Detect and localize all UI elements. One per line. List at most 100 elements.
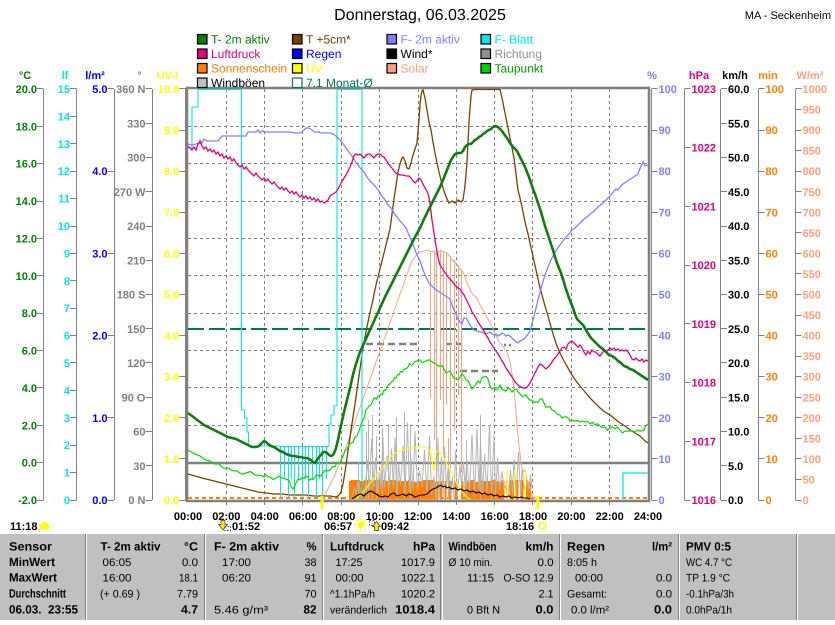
svg-text:300: 300 <box>803 372 821 384</box>
svg-text:1021: 1021 <box>692 201 716 213</box>
svg-text:15: 15 <box>58 84 70 96</box>
svg-text:45.0: 45.0 <box>728 187 749 199</box>
svg-text:°C: °C <box>184 540 198 554</box>
svg-text:00:00: 00:00 <box>575 573 603 585</box>
svg-text:Richtung: Richtung <box>495 47 542 61</box>
svg-text:1019: 1019 <box>692 319 716 331</box>
svg-text:18.0: 18.0 <box>16 121 37 133</box>
svg-text:1023: 1023 <box>692 84 716 96</box>
svg-text:(+ 0.69 ): (+ 0.69 ) <box>100 589 140 601</box>
svg-text:hPa: hPa <box>689 70 710 82</box>
svg-text:°: ° <box>137 70 141 82</box>
svg-text:40: 40 <box>766 331 778 343</box>
svg-text:360 N: 360 N <box>116 84 145 96</box>
svg-text:04:00: 04:00 <box>251 511 279 523</box>
svg-text:150: 150 <box>127 324 145 336</box>
svg-text:270 W: 270 W <box>114 187 146 199</box>
svg-text:0: 0 <box>803 495 809 507</box>
svg-text:Sonnenschein: Sonnenschein <box>211 62 287 76</box>
svg-text:70: 70 <box>766 207 778 219</box>
svg-text:0.0: 0.0 <box>656 573 672 585</box>
svg-text:14: 14 <box>58 111 71 123</box>
svg-text:02:00: 02:00 <box>212 511 240 523</box>
svg-text:4.0: 4.0 <box>92 166 107 178</box>
svg-text:70: 70 <box>659 207 671 219</box>
svg-text:300: 300 <box>127 153 145 165</box>
svg-text:T- 2m aktiv: T- 2m aktiv <box>211 33 270 47</box>
svg-text:lf: lf <box>62 70 69 82</box>
svg-text:Windböen: Windböen <box>449 540 497 554</box>
svg-text:11: 11 <box>58 194 70 206</box>
svg-text:MA - Seckenheim: MA - Seckenheim <box>745 10 831 22</box>
svg-text:20:00: 20:00 <box>557 511 585 523</box>
svg-text:0.0: 0.0 <box>182 557 198 569</box>
svg-text:10: 10 <box>766 454 778 466</box>
svg-text:40.0: 40.0 <box>728 221 749 233</box>
svg-text:1020.2: 1020.2 <box>401 589 435 601</box>
svg-text:850: 850 <box>803 146 821 158</box>
svg-text:12: 12 <box>58 166 70 178</box>
svg-text:5.46 g/m³: 5.46 g/m³ <box>214 605 268 617</box>
svg-text:%: % <box>647 70 657 82</box>
svg-text:km/h: km/h <box>526 540 554 554</box>
svg-text:9.0: 9.0 <box>164 125 179 137</box>
svg-text:Windböen: Windböen <box>211 76 265 90</box>
svg-text:30: 30 <box>659 372 671 384</box>
svg-text:1022: 1022 <box>692 143 716 155</box>
svg-text:50: 50 <box>803 474 815 486</box>
svg-text:06.03. 23:55: 06.03. 23:55 <box>9 603 78 617</box>
svg-text:10.0: 10.0 <box>728 427 749 439</box>
svg-text:750: 750 <box>803 187 821 199</box>
svg-text:9: 9 <box>64 248 70 260</box>
svg-text:7: 7 <box>64 303 70 315</box>
svg-text:100: 100 <box>659 84 677 96</box>
svg-text:00:00: 00:00 <box>336 573 364 585</box>
svg-text:650: 650 <box>803 228 821 240</box>
svg-text:16:00: 16:00 <box>481 511 509 523</box>
svg-text:950: 950 <box>803 105 821 117</box>
svg-text:22:00: 22:00 <box>596 511 624 523</box>
svg-text:60.0: 60.0 <box>728 84 749 96</box>
svg-text:4.7: 4.7 <box>181 603 198 617</box>
svg-text:1020: 1020 <box>692 260 716 272</box>
svg-text:12:00: 12:00 <box>404 511 432 523</box>
svg-text:Luftdruck: Luftdruck <box>211 47 261 61</box>
svg-text:6: 6 <box>64 331 70 343</box>
svg-text:2.0: 2.0 <box>22 420 37 432</box>
svg-text:WC 4.7 °C: WC 4.7 °C <box>686 557 732 569</box>
svg-text:10.0: 10.0 <box>16 271 37 283</box>
svg-text:1022.1: 1022.1 <box>401 573 435 585</box>
svg-text:0.0: 0.0 <box>164 495 179 507</box>
svg-text:1017.9: 1017.9 <box>401 557 435 569</box>
svg-text:100: 100 <box>803 454 821 466</box>
svg-text:l/m²: l/m² <box>652 540 672 554</box>
svg-text:10.0: 10.0 <box>158 84 179 96</box>
svg-text:5.0: 5.0 <box>92 84 107 96</box>
svg-text:15.0: 15.0 <box>728 392 749 404</box>
svg-text:0.0 l/m²: 0.0 l/m² <box>571 605 609 617</box>
svg-text:0 Bft N: 0 Bft N <box>467 605 500 617</box>
svg-text:5.0: 5.0 <box>164 290 179 302</box>
svg-text:0: 0 <box>64 495 70 507</box>
svg-text:09:42: 09:42 <box>381 521 409 533</box>
svg-text:0.0: 0.0 <box>656 589 672 601</box>
svg-text:90: 90 <box>766 125 778 137</box>
svg-text:1017: 1017 <box>692 436 716 448</box>
svg-text:MaxWert: MaxWert <box>9 571 57 585</box>
svg-text:50.0: 50.0 <box>728 153 749 165</box>
svg-text:55.0: 55.0 <box>728 118 749 130</box>
svg-text:60: 60 <box>766 248 778 260</box>
svg-text:250: 250 <box>803 392 821 404</box>
svg-text:l/m²: l/m² <box>85 70 105 82</box>
svg-text:2.1: 2.1 <box>539 589 554 601</box>
svg-text:Wind*: Wind* <box>401 47 433 61</box>
svg-text:4: 4 <box>64 385 71 397</box>
svg-text:3.0: 3.0 <box>92 248 107 260</box>
svg-text:91: 91 <box>305 573 317 585</box>
svg-text:T- 2m aktiv: T- 2m aktiv <box>101 540 161 554</box>
svg-text:35.0: 35.0 <box>728 255 749 267</box>
svg-text:600: 600 <box>803 248 821 260</box>
svg-text:MinWert: MinWert <box>9 555 55 569</box>
svg-text:00:00: 00:00 <box>174 511 202 523</box>
svg-text:18.1: 18.1 <box>179 573 198 585</box>
